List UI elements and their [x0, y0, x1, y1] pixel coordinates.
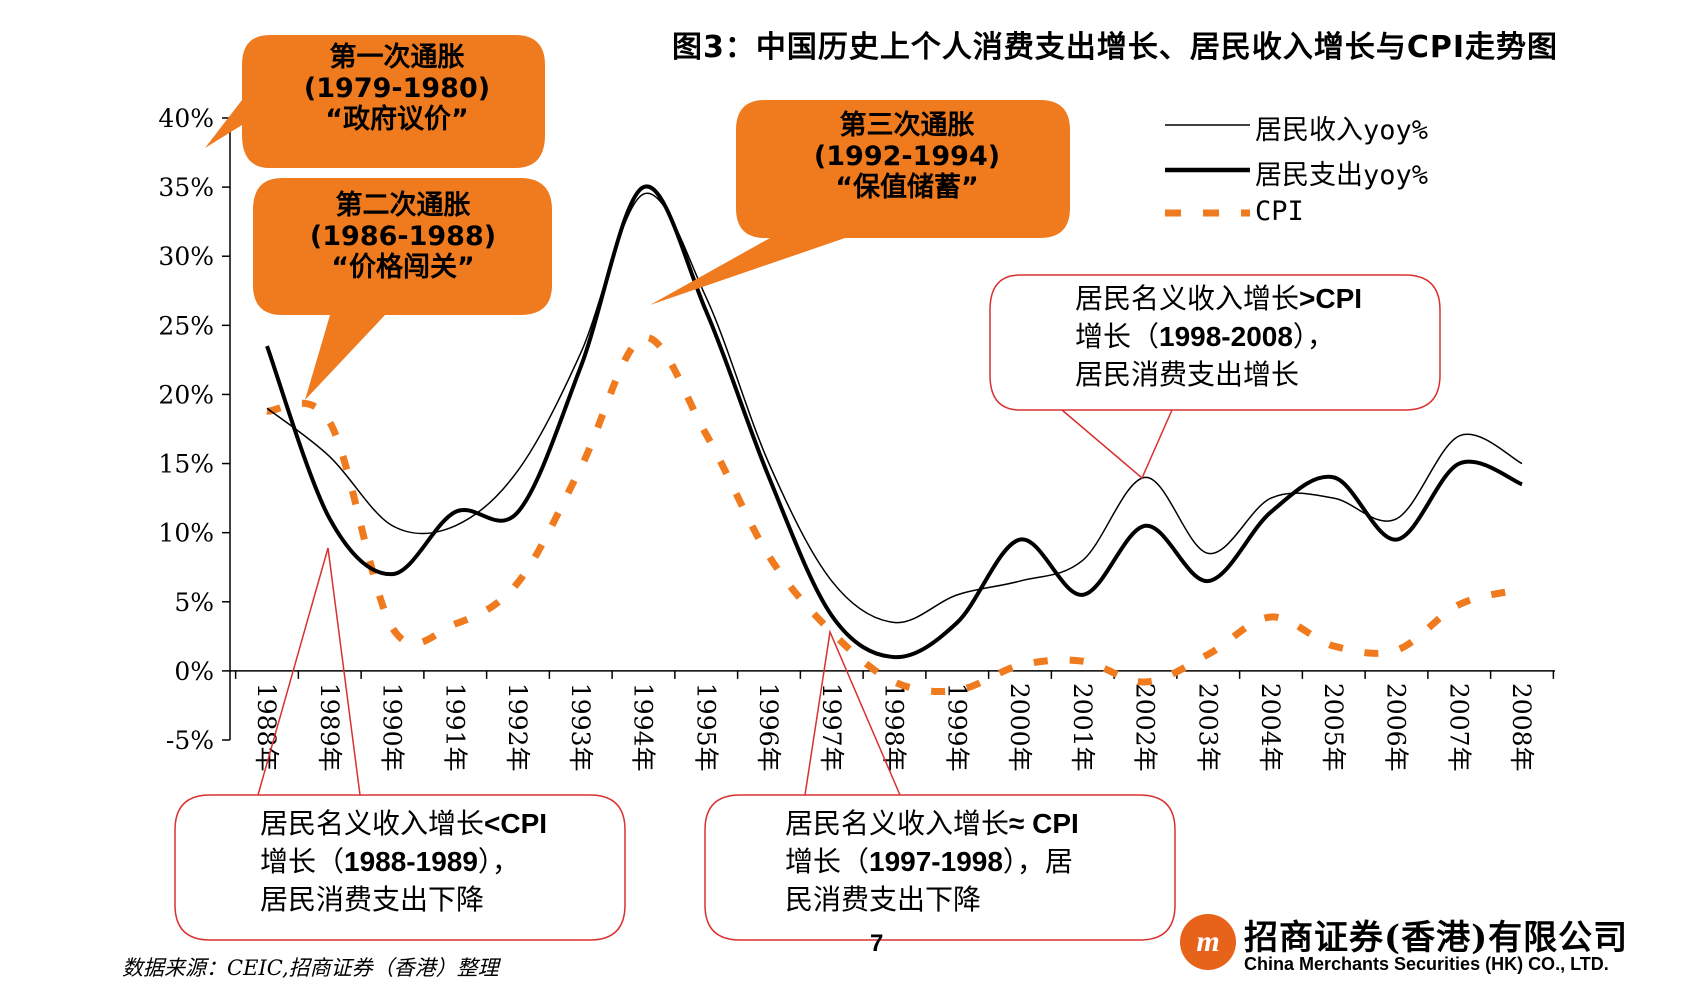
company-name-en: China Merchants Securities (HK) CO., LTD… — [1244, 954, 1609, 974]
box-right-l1b: >CPI — [1299, 283, 1363, 314]
legend-label-spending: 居民支出yoy% — [1255, 160, 1429, 191]
x-tick-labels: 1988年 1989年 1990年 1991年 1992年 1993年 1994年 1995年… — [252, 683, 1536, 772]
x-tick-label: 1989年 — [315, 683, 344, 772]
box-left-l3: 居民消费支出下降 — [260, 883, 485, 916]
legend — [1165, 124, 1250, 217]
series-spending-line — [265, 184, 1523, 660]
x-tick-label: 1996年 — [754, 683, 783, 772]
y-tick-label: 35% — [158, 173, 214, 202]
callout-inflation-1: 第一次通胀 (1979-1980) “政府议价” — [262, 42, 532, 135]
x-tick-label: 2001年 — [1068, 683, 1097, 772]
x-tick-label: 2007年 — [1444, 683, 1473, 772]
callout-inflation-2: 第二次通胀 (1986-1988) “价格闯关” — [268, 190, 538, 283]
callout-box-mid-text: 居民名义收入增长≈ CPI 增长（1997-1998），居 民消费支出下降 — [785, 805, 1079, 919]
x-tick-label: 2004年 — [1256, 683, 1285, 772]
x-tick-label: 1994年 — [629, 683, 658, 772]
y-tick-labels: 40% 35% 30% 25% 20% 15% 10% 5% 0% -5% — [158, 104, 230, 755]
box-left-l2b: 1988-1989 — [344, 846, 478, 877]
series-cpi-line — [266, 334, 1523, 695]
y-tick-label: 15% — [158, 450, 214, 479]
callout-inflation-2-policy: “价格闯关” — [331, 252, 475, 283]
callout-inflation-2-years: (1986-1988) — [309, 221, 497, 252]
china-merchants-logo-icon: m — [1180, 914, 1236, 970]
x-tick-label: 2008年 — [1507, 683, 1536, 772]
callout-inflation-3: 第三次通胀 (1992-1994) “保值储蓄” — [762, 110, 1052, 203]
callout-box-left — [174, 547, 626, 941]
box-mid-l2c: ），居 — [1002, 845, 1073, 878]
x-tick-label: 2002年 — [1131, 683, 1160, 772]
box-mid-l1b: ≈ CPI — [1009, 808, 1079, 839]
box-mid-l3: 民消费支出下降 — [785, 883, 982, 916]
callout-inflation-2-name: 第二次通胀 — [335, 190, 471, 221]
box-mid-l2a: 增长（ — [785, 845, 870, 878]
x-tick-label: 2003年 — [1193, 683, 1222, 772]
box-left-l1b: <CPI — [484, 808, 548, 839]
y-tick-label: 5% — [174, 588, 214, 617]
box-left-l2c: ）， — [477, 845, 520, 878]
y-tick-label: 25% — [158, 311, 214, 340]
callout-box-right — [989, 274, 1441, 480]
callout-inflation-1-years: (1979-1980) — [303, 73, 491, 104]
y-tick-label: 0% — [174, 657, 214, 686]
callout-bubble-inflation-1 — [205, 35, 545, 168]
x-tick-label: 1990年 — [378, 683, 407, 772]
x-tick-label: 1997年 — [817, 683, 846, 772]
legend-label-income: 居民收入yoy% — [1255, 115, 1429, 146]
y-tick-label: 10% — [158, 519, 214, 548]
box-mid-l2b: 1997-1998 — [869, 846, 1003, 877]
chart-axes — [229, 118, 1555, 740]
box-right-l3: 居民消费支出增长 — [1075, 358, 1300, 391]
box-left-l2a: 增长（ — [260, 845, 345, 878]
x-tick-label: 1991年 — [440, 683, 469, 772]
x-tick-label: 1999年 — [942, 683, 971, 772]
callout-box-left-text: 居民名义收入增长<CPI 增长（1988-1989）， 居民消费支出下降 — [260, 805, 547, 919]
callout-inflation-3-policy: “保值储蓄” — [835, 172, 979, 203]
callout-inflation-3-name: 第三次通胀 — [839, 110, 975, 141]
legend-label-cpi: CPI — [1255, 196, 1304, 227]
box-left-l1a: 居民名义收入增长 — [260, 807, 485, 840]
x-tick-label: 1995年 — [691, 683, 720, 772]
y-tick-label: 40% — [158, 104, 214, 133]
chart-series — [265, 184, 1523, 695]
box-right-l2c: ）， — [1292, 320, 1335, 353]
company-name-cn: 招商证券(香港)有限公司 — [1244, 918, 1629, 958]
company-logo: m 招商证券(香港)有限公司 China Merchants Securitie… — [1180, 910, 1627, 980]
box-right-l2a: 增长（ — [1075, 320, 1160, 353]
x-tick-label: 2006年 — [1382, 683, 1411, 772]
x-tick-label: 1992年 — [503, 683, 532, 772]
x-tick-label: 1993年 — [566, 683, 595, 772]
callout-bubble-inflation-2 — [253, 178, 552, 400]
x-tick-label: 1988年 — [252, 683, 281, 772]
x-tick-label: 2000年 — [1005, 683, 1034, 772]
callout-box-mid — [704, 629, 1176, 941]
box-right-l2b: 1998-2008 — [1159, 321, 1293, 352]
chart-title: 图3：中国历史上个人消费支出增长、居民收入增长与CPI走势图 — [672, 30, 1559, 65]
page-number: 7 — [870, 930, 884, 957]
callout-inflation-1-name: 第一次通胀 — [329, 42, 465, 73]
y-tick-label: -5% — [166, 726, 214, 755]
callout-inflation-3-years: (1992-1994) — [813, 141, 1001, 172]
callout-bubble-inflation-3 — [650, 100, 1070, 305]
box-mid-l1a: 居民名义收入增长 — [785, 807, 1010, 840]
x-tick-label: 2005年 — [1319, 683, 1348, 772]
callout-inflation-1-policy: “政府议价” — [325, 104, 469, 135]
data-source-note: 数据来源：CEIC,招商证券（香港）整理 — [122, 956, 499, 980]
y-tick-label: 30% — [158, 242, 214, 271]
y-tick-label: 20% — [158, 380, 214, 409]
callout-box-right-text: 居民名义收入增长>CPI 增长（1998-2008）， 居民消费支出增长 — [1075, 280, 1362, 394]
box-right-l1a: 居民名义收入增长 — [1075, 282, 1300, 315]
